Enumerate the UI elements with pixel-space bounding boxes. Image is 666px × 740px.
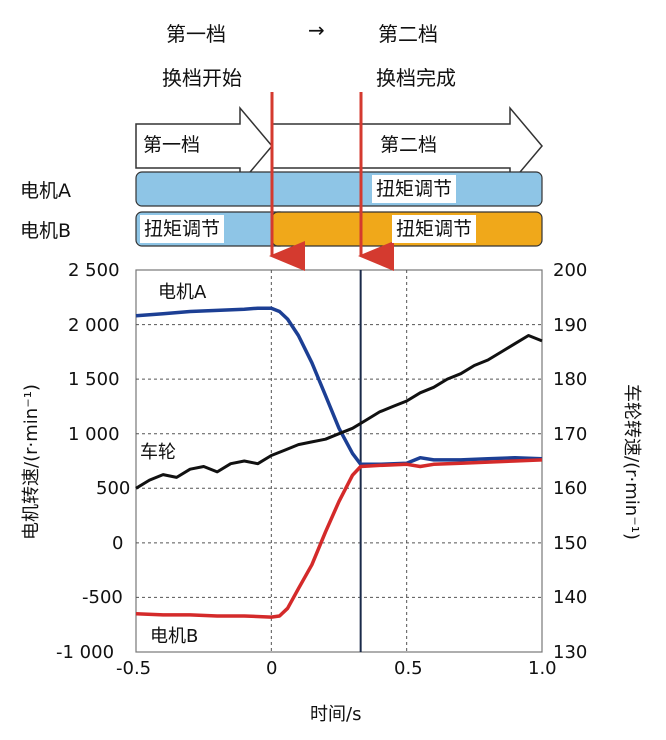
motor-a-torque-label: 扭矩调节 — [372, 175, 457, 203]
gear-2-arrow-shape — [271, 105, 543, 187]
y-tick-label: 1 500 — [68, 369, 120, 390]
motor-a-row-label: 电机A — [20, 180, 71, 202]
y-axis-title: 电机转速/(r·min⁻¹) — [21, 384, 42, 540]
x-tick-label: -0.5 — [116, 658, 152, 679]
series-label-motor-b: 电机B — [150, 626, 199, 647]
y2-tick-label: 140 — [553, 587, 588, 608]
y-tick-label: -500 — [82, 587, 123, 608]
label-first-gear: 第一档 — [166, 22, 226, 46]
x-tick-label: 1.0 — [528, 658, 557, 679]
y2-tick-label: 130 — [553, 642, 588, 663]
y2-tick-label: 170 — [553, 424, 588, 445]
label-shift-done: 换档完成 — [376, 66, 456, 90]
y2-tick-label: 200 — [553, 260, 588, 281]
motor-b-torque-label-1: 扭矩调节 — [140, 215, 225, 243]
y-tick-label: 0 — [112, 533, 124, 554]
label-second-gear: 第二档 — [378, 22, 438, 46]
y-tick-label: 1 000 — [68, 424, 120, 445]
motor-b-row-label: 电机B — [20, 220, 72, 242]
x-tick-label: 0 — [266, 658, 278, 679]
y-tick-label: 2 000 — [68, 315, 120, 336]
gear-1-arrow-label: 第一档 — [143, 134, 201, 156]
series-label-motor-a: 电机A — [158, 282, 207, 303]
y-tick-label: 500 — [96, 478, 131, 499]
series-label-wheel: 车轮 — [140, 442, 176, 463]
series-line-motor-a — [135, 306, 543, 467]
x-tick-label: 0.5 — [394, 658, 423, 679]
label-shift-start: 换档开始 — [162, 66, 242, 90]
y2-tick-label: 150 — [553, 533, 588, 554]
motor-a-bar — [135, 171, 543, 207]
y-tick-label: 2 500 — [68, 260, 120, 281]
motor-b-torque-label-2: 扭矩调节 — [392, 215, 477, 243]
gear-2-arrow-label: 第二档 — [380, 134, 438, 156]
y2-tick-label: 160 — [553, 478, 588, 499]
y2-tick-label: 190 — [553, 315, 588, 336]
x-axis-title: 时间/s — [310, 704, 362, 725]
gear-1-arrow-shape — [135, 105, 273, 187]
series-line-motor-b — [135, 458, 543, 619]
y2-tick-label: 180 — [553, 369, 588, 390]
y-tick-label: -1 000 — [56, 642, 115, 663]
y2-axis-title: 车轮转速/(r·min⁻¹) — [621, 384, 642, 540]
series-line-wheel — [135, 334, 543, 490]
transition-arrow: → — [308, 18, 325, 42]
